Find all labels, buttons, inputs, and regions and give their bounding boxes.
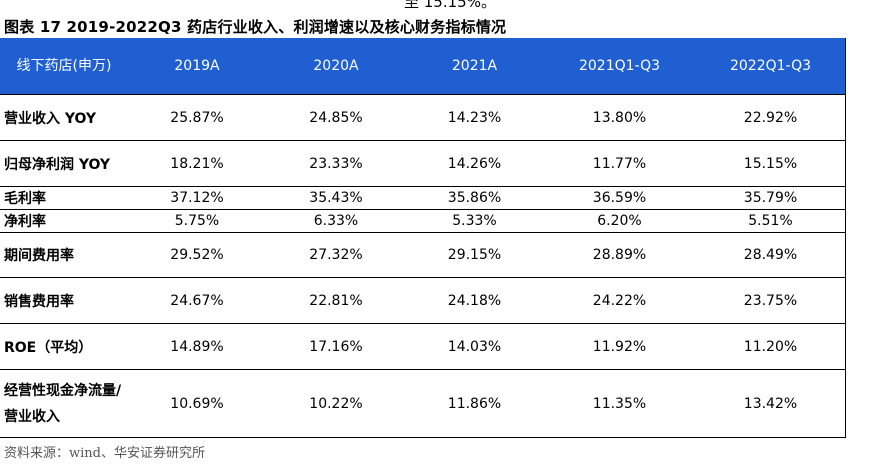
table-cell: 22.81%: [266, 277, 406, 324]
table-cell: 6.20%: [543, 209, 696, 233]
row-label: 营业收入 YOY: [0, 94, 128, 141]
table-caption: 图表 17 2019-2022Q3 药店行业收入、利润增速以及核心财务指标情况: [4, 18, 507, 36]
table-cell: 22.92%: [696, 94, 845, 141]
table-cell: 28.89%: [543, 232, 696, 278]
row-label: 归母净利润 YOY: [0, 140, 128, 187]
row-label: 销售费用率: [0, 277, 128, 324]
table-cell: 10.22%: [266, 369, 406, 438]
table-row: 归母净利润 YOY 18.21% 23.33% 14.26% 11.77% 15…: [0, 140, 845, 187]
header-column: 2022Q1-Q3: [696, 38, 845, 95]
table-cell: 5.33%: [406, 209, 543, 233]
table-cell: 23.75%: [696, 277, 845, 324]
financial-indicators-table: 线下药店(申万) 2019A 2020A 2021A 2021Q1-Q3 202…: [0, 38, 845, 438]
table-cell: 11.35%: [543, 369, 696, 438]
table-row: ROE（平均） 14.89% 17.16% 14.03% 11.92% 11.2…: [0, 323, 845, 370]
table-cell: 5.75%: [128, 209, 266, 233]
table-right-border: [845, 38, 846, 438]
table-cell: 14.23%: [406, 94, 543, 141]
table-cell: 18.21%: [128, 140, 266, 187]
table-cell: 15.15%: [696, 140, 845, 187]
header-column: 2020A: [266, 38, 406, 95]
preceding-text-fragment: 至 15.15%。: [404, 0, 496, 11]
table-header-row: 线下药店(申万) 2019A 2020A 2021A 2021Q1-Q3 202…: [0, 38, 845, 95]
table-cell: 14.03%: [406, 323, 543, 370]
table-cell: 13.80%: [543, 94, 696, 141]
table-cell: 28.49%: [696, 232, 845, 278]
row-label: 净利率: [0, 209, 128, 233]
row-label: ROE（平均）: [0, 323, 128, 370]
table-row: 销售费用率 24.67% 22.81% 24.18% 24.22% 23.75%: [0, 277, 845, 324]
table-cell: 10.69%: [128, 369, 266, 438]
table-cell: 24.67%: [128, 277, 266, 324]
table-cell: 11.77%: [543, 140, 696, 187]
source-note: 资料来源：wind、华安证券研究所: [4, 446, 205, 461]
table-cell: 24.22%: [543, 277, 696, 324]
table-cell: 11.86%: [406, 369, 543, 438]
header-column: 2021Q1-Q3: [543, 38, 696, 95]
table-cell: 17.16%: [266, 323, 406, 370]
row-label: 期间费用率: [0, 232, 128, 278]
table-cell: 11.92%: [543, 323, 696, 370]
table-cell: 27.32%: [266, 232, 406, 278]
table-cell: 24.18%: [406, 277, 543, 324]
table-cell: 35.86%: [406, 186, 543, 210]
table-cell: 14.26%: [406, 140, 543, 187]
table-cell: 23.33%: [266, 140, 406, 187]
table-cell: 29.52%: [128, 232, 266, 278]
table-cell: 35.43%: [266, 186, 406, 210]
table-cell: 24.85%: [266, 94, 406, 141]
table-row: 净利率 5.75% 6.33% 5.33% 6.20% 5.51%: [0, 209, 845, 233]
table-cell: 5.51%: [696, 209, 845, 233]
table-cell: 35.79%: [696, 186, 845, 210]
table-row: 毛利率 37.12% 35.43% 35.86% 36.59% 35.79%: [0, 186, 845, 210]
table-cell: 14.89%: [128, 323, 266, 370]
table-cell: 13.42%: [696, 369, 845, 438]
header-corner-label: 线下药店(申万): [0, 38, 128, 95]
table-cell: 25.87%: [128, 94, 266, 141]
table-cell: 11.20%: [696, 323, 845, 370]
table-row: 营业收入 YOY 25.87% 24.85% 14.23% 13.80% 22.…: [0, 94, 845, 141]
row-label: 毛利率: [0, 186, 128, 210]
header-column: 2021A: [406, 38, 543, 95]
table-cell: 6.33%: [266, 209, 406, 233]
table-row: 经营性现金净流量/营业收入 10.69% 10.22% 11.86% 11.35…: [0, 369, 845, 438]
table-cell: 37.12%: [128, 186, 266, 210]
row-label: 经营性现金净流量/营业收入: [0, 369, 128, 438]
table-row: 期间费用率 29.52% 27.32% 29.15% 28.89% 28.49%: [0, 232, 845, 278]
table-cell: 29.15%: [406, 232, 543, 278]
table-cell: 36.59%: [543, 186, 696, 210]
header-column: 2019A: [128, 38, 266, 95]
